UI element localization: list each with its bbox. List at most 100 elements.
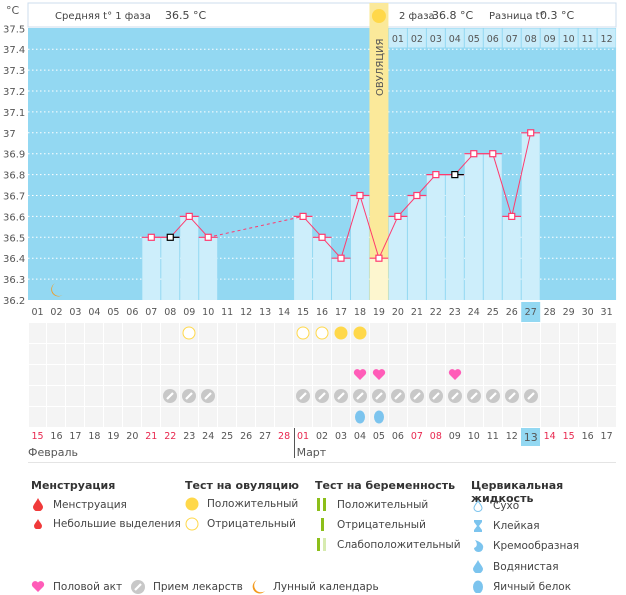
row-cell[interactable] [483, 365, 502, 385]
row-cell[interactable] [332, 365, 350, 385]
row-cell[interactable] [180, 407, 199, 427]
row-cell[interactable] [180, 344, 199, 364]
row-cell[interactable] [28, 386, 47, 406]
row-cell[interactable] [47, 344, 66, 364]
row-cell[interactable] [407, 407, 426, 427]
row-cell[interactable] [66, 344, 85, 364]
row-cell[interactable] [578, 344, 597, 364]
row-cell[interactable] [256, 323, 275, 343]
row-cell[interactable] [85, 407, 104, 427]
row-cell[interactable] [237, 386, 256, 406]
row-cell[interactable] [483, 344, 502, 364]
row-cell[interactable] [597, 365, 616, 385]
row-cell[interactable] [559, 386, 578, 406]
row-cell[interactable] [123, 407, 142, 427]
row-cell[interactable] [578, 323, 597, 343]
row-cell[interactable] [502, 323, 521, 343]
row-cell[interactable] [445, 344, 464, 364]
row-cell[interactable] [502, 407, 521, 427]
row-cell[interactable] [388, 323, 407, 343]
row-cell[interactable] [142, 365, 161, 385]
row-cell[interactable] [237, 344, 256, 364]
row-cell[interactable] [123, 344, 142, 364]
row-cell[interactable] [502, 365, 521, 385]
row-cell[interactable] [142, 344, 161, 364]
row-cell[interactable] [104, 386, 123, 406]
row-cell[interactable] [66, 386, 85, 406]
row-cell[interactable] [407, 365, 426, 385]
row-cell[interactable] [294, 344, 313, 364]
row-cell[interactable] [388, 344, 407, 364]
row-cell[interactable] [332, 407, 350, 427]
row-cell[interactable] [218, 365, 237, 385]
row-cell[interactable] [47, 323, 66, 343]
row-cell[interactable] [294, 407, 313, 427]
row-cell[interactable] [597, 386, 616, 406]
row-cell[interactable] [237, 365, 256, 385]
row-cell[interactable] [161, 365, 180, 385]
row-cell[interactable] [275, 365, 294, 385]
row-cell[interactable] [521, 407, 540, 427]
row-cell[interactable] [445, 323, 464, 343]
row-cell[interactable] [407, 323, 426, 343]
row-cell[interactable] [597, 323, 616, 343]
row-cell[interactable] [123, 323, 142, 343]
row-cell[interactable] [142, 323, 161, 343]
row-cell[interactable] [275, 344, 294, 364]
row-cell[interactable] [521, 365, 540, 385]
row-cell[interactable] [521, 323, 540, 343]
row-cell[interactable] [445, 407, 464, 427]
row-cell[interactable] [578, 407, 597, 427]
row-cell[interactable] [540, 386, 559, 406]
row-cell[interactable] [332, 344, 350, 364]
row-cell[interactable] [426, 407, 445, 427]
row-cell[interactable] [540, 407, 559, 427]
row-cell[interactable] [161, 344, 180, 364]
row-cell[interactable] [123, 386, 142, 406]
row-cell[interactable] [578, 386, 597, 406]
row-cell[interactable] [199, 365, 218, 385]
row-cell[interactable] [502, 344, 521, 364]
row-cell[interactable] [28, 323, 47, 343]
row-cell[interactable] [85, 365, 104, 385]
row-cell[interactable] [294, 365, 313, 385]
row-cell[interactable] [237, 323, 256, 343]
row-cell[interactable] [407, 344, 426, 364]
row-cell[interactable] [28, 407, 47, 427]
row-cell[interactable] [559, 344, 578, 364]
row-cell[interactable] [540, 323, 559, 343]
row-cell[interactable] [66, 407, 85, 427]
row-cell[interactable] [123, 365, 142, 385]
row-cell[interactable] [218, 407, 237, 427]
row-cell[interactable] [578, 365, 597, 385]
row-cell[interactable] [559, 407, 578, 427]
row-cell[interactable] [540, 365, 559, 385]
row-cell[interactable] [161, 407, 180, 427]
row-cell[interactable] [161, 323, 180, 343]
row-cell[interactable] [559, 365, 578, 385]
row-cell[interactable] [66, 323, 85, 343]
row-cell[interactable] [388, 365, 407, 385]
row-cell[interactable] [218, 386, 237, 406]
row-cell[interactable] [256, 365, 275, 385]
row-cell[interactable] [85, 344, 104, 364]
row-cell[interactable] [142, 407, 161, 427]
row-cell[interactable] [464, 365, 483, 385]
row-cell[interactable] [28, 344, 47, 364]
row-cell[interactable] [199, 344, 218, 364]
row-cell[interactable] [218, 323, 237, 343]
row-cell[interactable] [369, 323, 388, 343]
row-cell[interactable] [464, 323, 483, 343]
row-cell[interactable] [388, 407, 407, 427]
row-cell[interactable] [218, 344, 237, 364]
row-cell[interactable] [47, 365, 66, 385]
row-cell[interactable] [483, 407, 502, 427]
row-cell[interactable] [483, 323, 502, 343]
row-cell[interactable] [180, 365, 199, 385]
row-cell[interactable] [559, 323, 578, 343]
row-cell[interactable] [47, 386, 66, 406]
row-cell[interactable] [597, 407, 616, 427]
row-cell[interactable] [237, 407, 256, 427]
row-cell[interactable] [142, 386, 161, 406]
row-cell[interactable] [426, 365, 445, 385]
